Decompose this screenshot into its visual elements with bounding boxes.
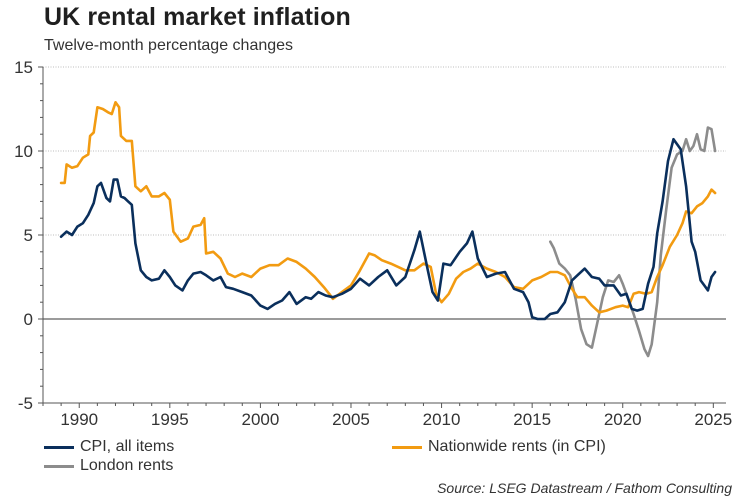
legend-label-london-rents: London rents [80, 457, 174, 474]
x-tick-label: 2000 [241, 410, 279, 429]
legend-swatch-cpi [44, 445, 74, 449]
y-tick-label: 5 [24, 226, 33, 245]
chart-subtitle: Twelve-month percentage changes [44, 37, 294, 54]
x-tick-label: 2005 [332, 410, 370, 429]
gridlines [43, 66, 726, 320]
axes [38, 66, 726, 408]
series-line-london-rents [549, 126, 717, 358]
legend-label-cpi: CPI, all items [80, 438, 175, 455]
y-tick-label: -5 [18, 394, 33, 413]
legend-label-nationwide-rents: Nationwide rents (in CPI) [428, 438, 606, 455]
y-tick-label: 0 [24, 310, 33, 329]
series-line-nationwide-rents-in-cpi [59, 101, 717, 314]
y-tick-label: 10 [14, 142, 33, 161]
x-tick-label: 2010 [423, 410, 461, 429]
legend-item-london-rents: London rents [44, 457, 173, 475]
chart-title: UK rental market inflation [44, 3, 351, 31]
source-note: Source: LSEG Datastream / Fathom Consult… [437, 480, 732, 496]
y-tick-label: 15 [14, 58, 33, 77]
x-tick-label: 2025 [694, 410, 732, 429]
series-lines [59, 101, 717, 358]
x-tick-label: 1990 [60, 410, 98, 429]
x-tick-label: 1995 [151, 410, 189, 429]
legend-swatch-nationwide-rents [392, 445, 422, 449]
legend-item-nationwide-rents: Nationwide rents (in CPI) [392, 438, 606, 456]
legend-item-cpi: CPI, all items [44, 438, 174, 456]
tick-labels: -5 0 5 10 15 1990 1995 2000 2005 2010 2015 2020 2025 [14, 58, 732, 429]
series-line-cpi-all-items [59, 137, 717, 321]
x-tick-label: 2015 [513, 410, 551, 429]
legend-swatch-london-rents [44, 464, 74, 468]
x-tick-label: 2020 [604, 410, 642, 429]
